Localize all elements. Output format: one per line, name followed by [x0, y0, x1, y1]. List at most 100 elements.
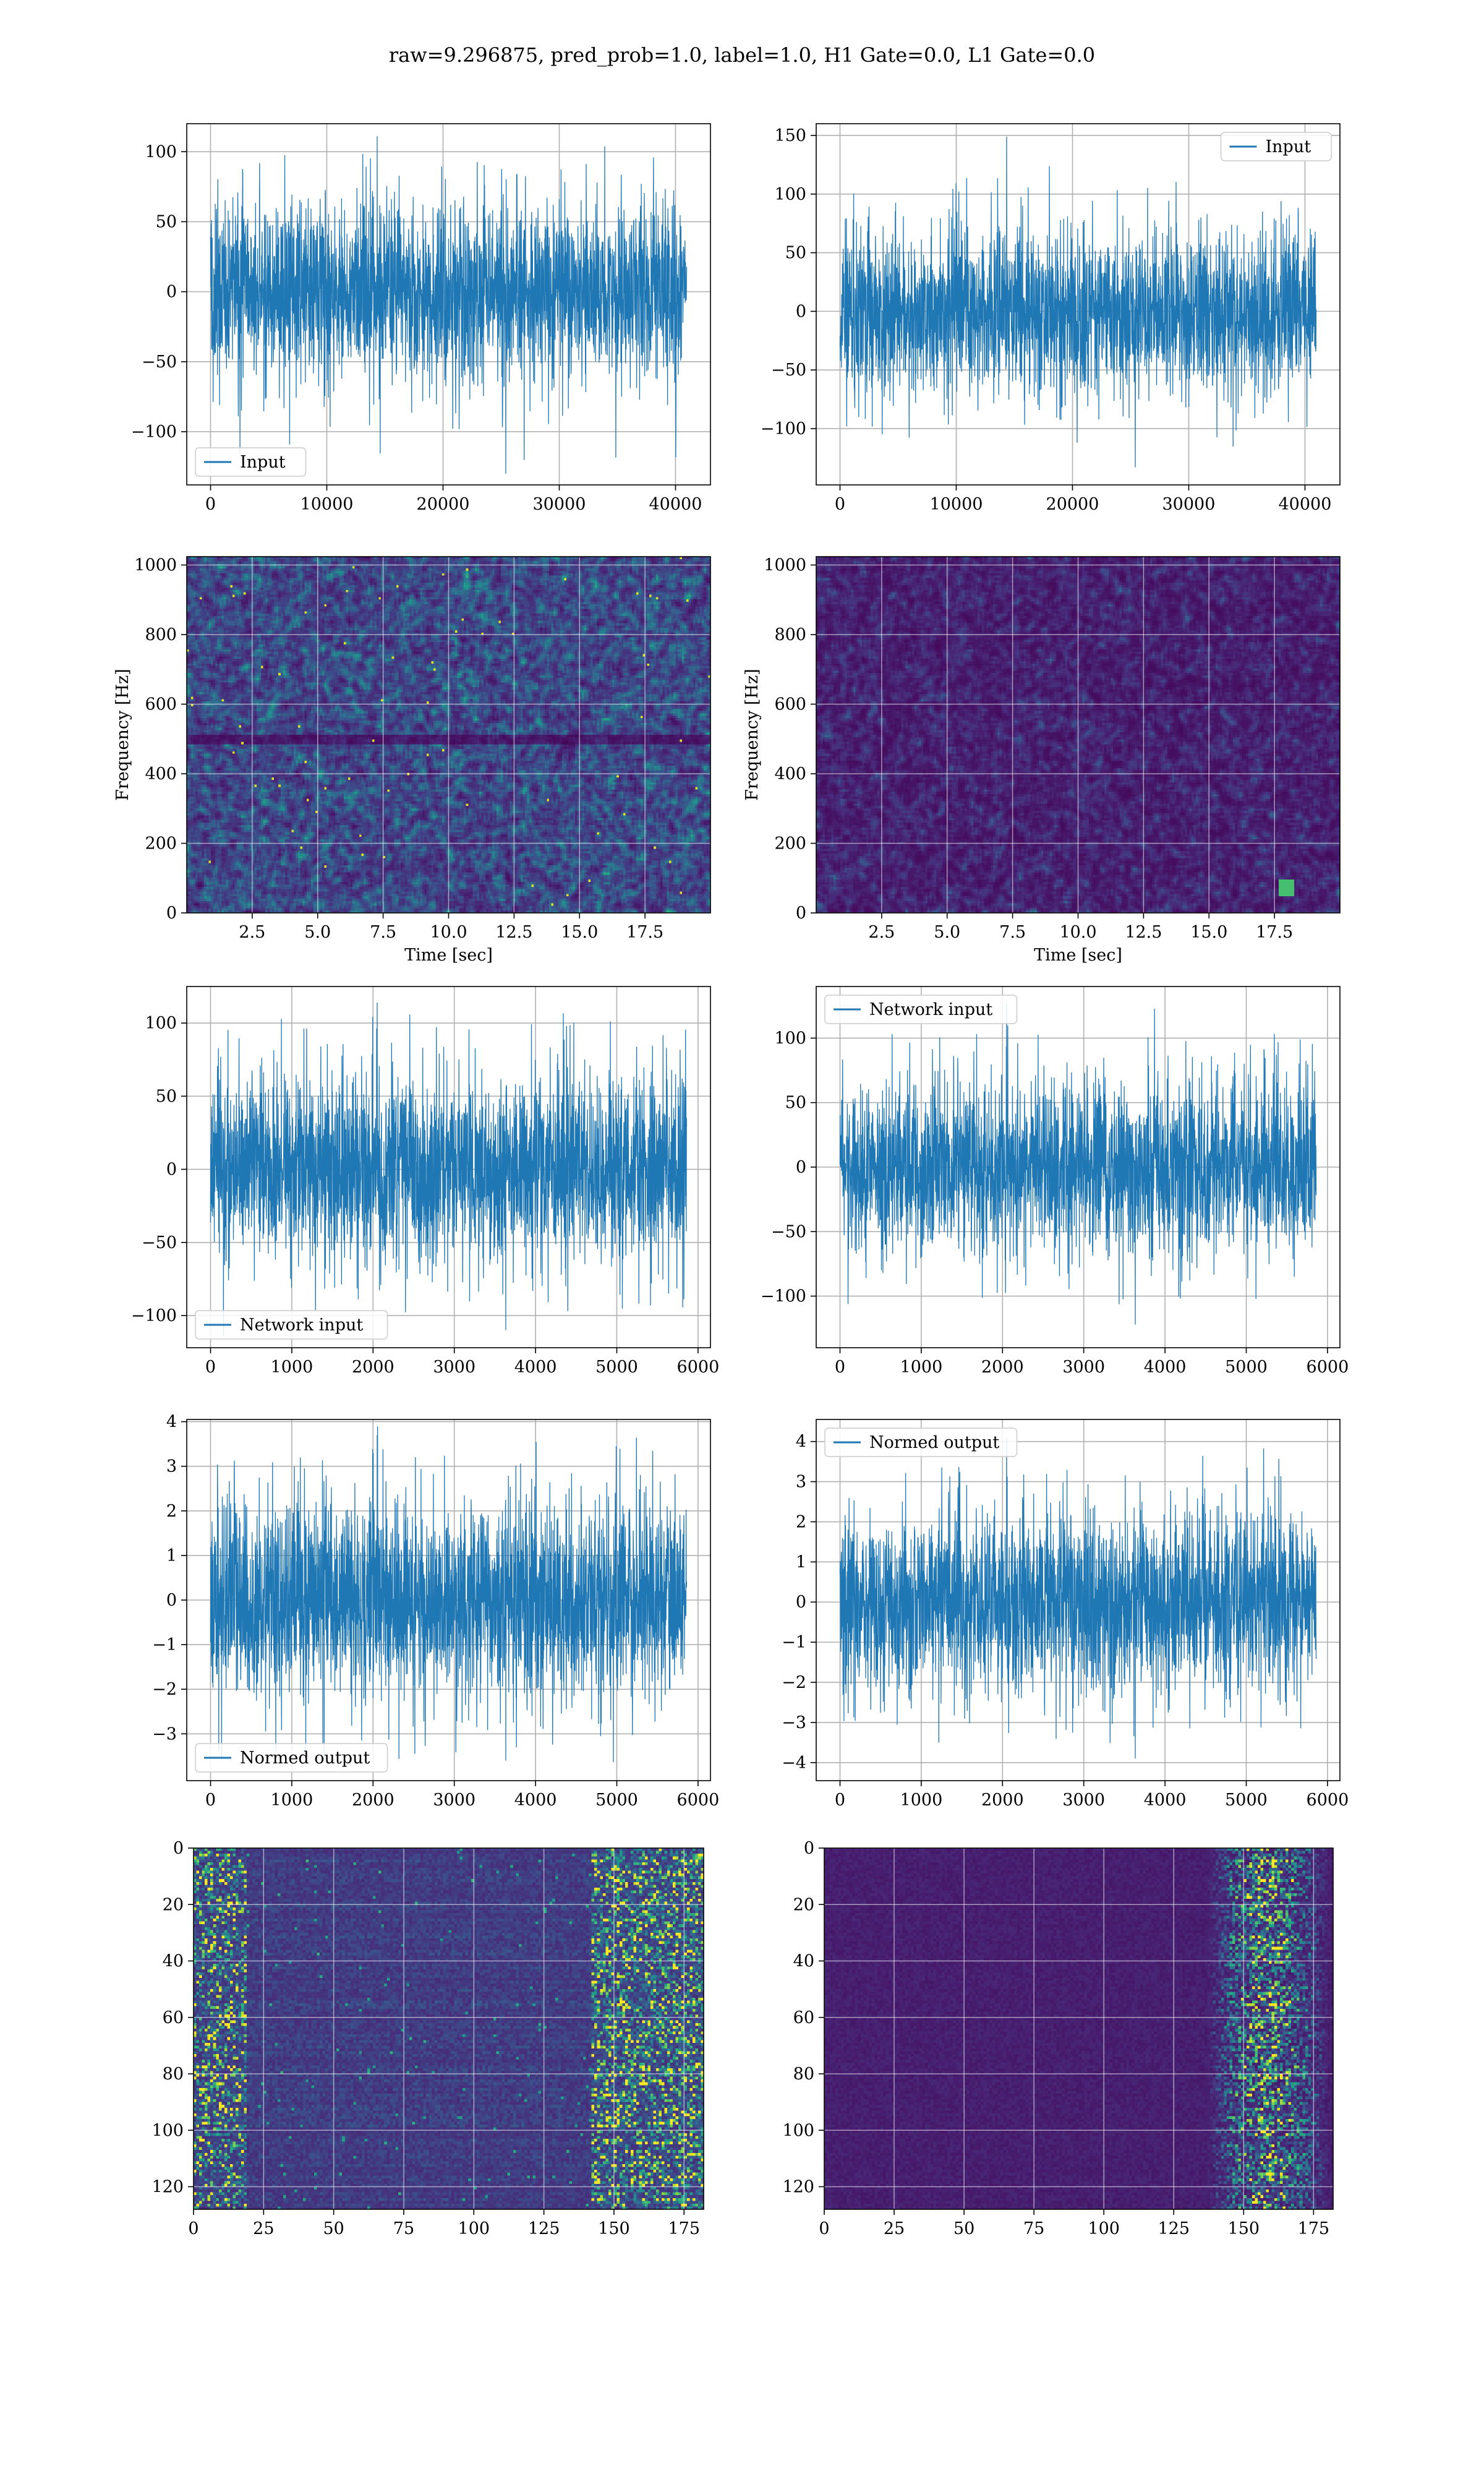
x-tick-label: 175: [1298, 2219, 1330, 2238]
axes-frame: [186, 123, 711, 486]
x-tick-label: 5000: [1225, 1358, 1268, 1377]
x-axis-label: Time [sec]: [1034, 946, 1122, 965]
subplot-grid: 0 10000 20000 30000 40000−100−50050100Input0…: [113, 123, 1349, 2238]
y-tick-label: 120: [782, 2178, 814, 2197]
y-tick-label: 3: [796, 1473, 806, 1492]
x-tick-label: 6000: [1307, 1358, 1349, 1377]
y-tick-label: 0: [166, 904, 177, 923]
x-tick-label: 10.0: [430, 923, 467, 942]
x-tick-label: 12.5: [495, 923, 532, 942]
x-tick-label: 6000: [677, 1791, 720, 1810]
x-tick-label: 3000: [1062, 1791, 1105, 1810]
series-line: [210, 1002, 688, 1336]
x-tick-label: 1000: [271, 1358, 313, 1377]
y-tick-label: −50: [771, 1222, 806, 1241]
x-tick-label: 7.5: [999, 923, 1026, 942]
legend-box: [195, 1310, 388, 1340]
y-tick-label: 0: [166, 1591, 177, 1610]
x-tick-label: 0: [205, 495, 216, 514]
x-tick-label: 17.5: [626, 923, 663, 942]
x-tick-label: 2.5: [239, 923, 265, 942]
x-tick-label: 7.5: [370, 923, 396, 942]
legend: Network input: [195, 1310, 388, 1340]
y-tick-label: 100: [145, 142, 177, 161]
legend: Normed output: [824, 1427, 1018, 1457]
y-tick-label: 200: [145, 834, 177, 854]
x-tick-label: 3000: [433, 1358, 475, 1377]
y-tick-label: 100: [145, 1014, 177, 1033]
x-tick-label: 2.5: [868, 923, 895, 942]
y-axis-label: Frequency [Hz]: [743, 669, 762, 800]
axes-frame: [824, 1847, 1334, 2210]
x-tick-label: 40000: [649, 495, 702, 514]
x-tick-label: 15.0: [1190, 923, 1227, 942]
x-tick-label: 1000: [900, 1791, 943, 1810]
legend-box: [1220, 132, 1332, 161]
y-tick-label: 0: [166, 1160, 177, 1179]
x-tick-label: 3000: [433, 1791, 475, 1810]
y-tick-label: −4: [782, 1753, 806, 1773]
y-tick-label: 60: [793, 2008, 814, 2027]
legend-box: [195, 1743, 388, 1773]
x-tick-label: 4000: [1144, 1358, 1187, 1377]
legend-label: Normed output: [869, 1433, 999, 1452]
y-tick-label: 100: [151, 2121, 184, 2140]
x-tick-label: 17.5: [1256, 923, 1293, 942]
x-tick-label: 6000: [677, 1358, 720, 1377]
subplot-netin_l1: 0 1000 2000 3000 4000 5000 6000 −100 −50 0 50 100 Ne…: [761, 986, 1349, 1377]
x-tick-label: 100: [458, 2219, 490, 2238]
y-tick-label: 50: [785, 244, 806, 263]
x-tick-label: 125: [1158, 2219, 1190, 2238]
y-tick-label: −1: [782, 1633, 806, 1652]
x-tick-label: 2000: [981, 1791, 1024, 1810]
x-tick-label: 0: [205, 1358, 216, 1377]
x-tick-label: 10.0: [1059, 923, 1096, 942]
y-tick-label: 50: [156, 212, 177, 231]
x-tick-label: 0: [835, 1791, 845, 1810]
subplot-spec_l1: 2.5 5.0 7.5 10.0 12.5 15.0 17.5 0 200 400 600 800 10…: [743, 556, 1341, 965]
y-tick-label: 0: [796, 302, 806, 321]
x-tick-label: 4000: [514, 1358, 557, 1377]
x-tick-label: 2000: [981, 1358, 1024, 1377]
y-tick-label: 40: [793, 1952, 814, 1971]
x-tick-label: 2000: [352, 1358, 394, 1377]
subplot-spec_h1: 2.5 5.0 7.5 10.0 12.5 15.0 17.5 0 200 400 600 800 10…: [113, 556, 711, 965]
series-line: [839, 136, 1317, 468]
y-axis-label: Frequency [Hz]: [113, 669, 132, 800]
y-tick-label: 1000: [134, 556, 177, 575]
x-tick-label: 175: [668, 2219, 700, 2238]
axes-frame: [816, 1419, 1341, 1781]
y-tick-label: −100: [761, 419, 806, 439]
y-tick-label: 80: [793, 2065, 814, 2084]
legend-label: Network input: [240, 1316, 363, 1335]
series-line: [210, 136, 688, 474]
y-tick-label: 0: [796, 1158, 806, 1177]
y-tick-label: −100: [131, 422, 177, 442]
axes-frame: [186, 986, 711, 1348]
y-tick-label: −100: [131, 1306, 177, 1325]
x-tick-label: 25: [253, 2219, 274, 2238]
y-tick-label: 100: [782, 2121, 814, 2140]
x-tick-label: 1000: [900, 1358, 943, 1377]
axes-frame: [193, 1847, 704, 2210]
y-tick-label: 0: [796, 904, 806, 923]
x-tick-label: 30000: [1162, 495, 1216, 514]
legend: Input: [1220, 132, 1332, 161]
y-tick-label: −50: [142, 1233, 177, 1252]
y-tick-label: 400: [145, 764, 177, 784]
x-tick-label: 4000: [514, 1791, 557, 1810]
y-tick-label: 600: [774, 695, 806, 714]
y-tick-label: −2: [782, 1673, 806, 1692]
y-tick-label: 800: [774, 625, 806, 644]
legend-label: Normed output: [240, 1748, 370, 1768]
axes-frame: [816, 123, 1341, 486]
x-tick-label: 15.0: [561, 923, 598, 942]
y-tick-label: 2: [166, 1502, 177, 1521]
y-tick-label: 20: [163, 1895, 184, 1914]
x-tick-label: 5000: [1225, 1791, 1268, 1810]
x-tick-label: 0: [188, 2219, 198, 2238]
x-tick-label: 5.0: [934, 923, 960, 942]
legend: Normed output: [195, 1743, 388, 1773]
legend: Network input: [824, 995, 1018, 1024]
